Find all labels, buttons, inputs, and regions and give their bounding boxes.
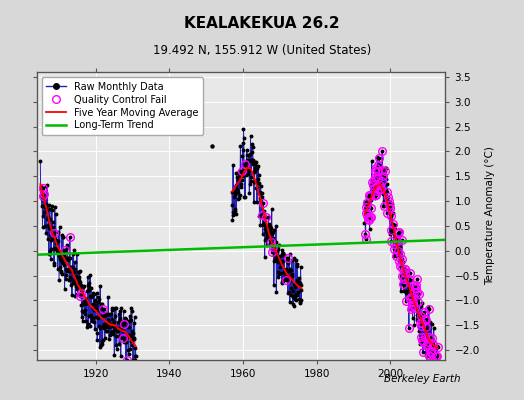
Text: KEALAKEKUA 26.2: KEALAKEKUA 26.2 [184, 16, 340, 31]
Y-axis label: Temperature Anomaly (°C): Temperature Anomaly (°C) [485, 146, 495, 286]
Legend: Raw Monthly Data, Quality Control Fail, Five Year Moving Average, Long-Term Tren: Raw Monthly Data, Quality Control Fail, … [41, 77, 203, 135]
Text: Berkeley Earth: Berkeley Earth [385, 374, 461, 384]
Text: 19.492 N, 155.912 W (United States): 19.492 N, 155.912 W (United States) [153, 44, 371, 57]
